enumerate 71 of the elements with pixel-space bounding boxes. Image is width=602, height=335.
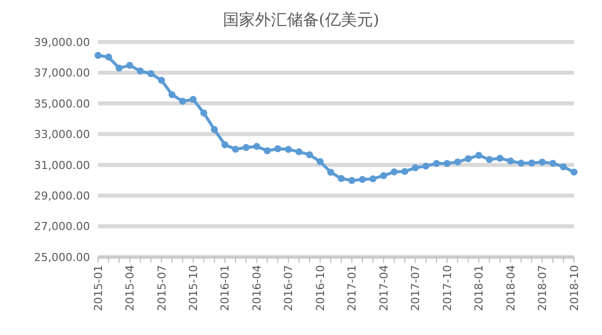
point — [570, 168, 578, 176]
chart-title: 国家外汇储备(亿美元) — [222, 9, 380, 31]
point — [348, 177, 356, 184]
point — [560, 163, 567, 170]
x-tick-label: 2015-01 — [92, 265, 105, 311]
point — [549, 160, 556, 167]
point — [464, 155, 472, 162]
x-tick-label: 2017-07 — [409, 265, 422, 311]
point — [253, 142, 260, 150]
point — [158, 76, 165, 84]
point — [105, 54, 112, 61]
x-tick-label: 2017-01 — [346, 265, 359, 311]
y-tick-label: 39,000.00 — [34, 36, 90, 49]
x-tick-label: 2018-04 — [504, 265, 518, 311]
point — [390, 168, 398, 176]
point — [422, 162, 430, 170]
y-tick-label: 27,000.00 — [34, 220, 90, 234]
point — [126, 62, 134, 69]
point — [370, 175, 377, 182]
x-tick-label: 2015-10 — [187, 265, 200, 311]
point — [147, 70, 154, 78]
point — [284, 146, 292, 153]
x-tick-label: 2018-01 — [472, 265, 486, 311]
point — [358, 176, 366, 183]
point — [401, 168, 408, 175]
point — [432, 160, 440, 167]
x-tick-label: 2016-01 — [218, 265, 232, 311]
point — [221, 141, 228, 148]
point — [190, 96, 197, 103]
point — [475, 152, 482, 159]
point — [168, 91, 176, 98]
y-tick-label: 29,000.00 — [34, 189, 90, 202]
x-tick-label: 2017-10 — [440, 265, 454, 311]
point — [179, 98, 186, 105]
point — [295, 148, 302, 156]
y-tick-label: 37,000.00 — [34, 66, 90, 80]
point — [264, 147, 271, 154]
x-tick-label: 2018-07 — [536, 265, 550, 311]
point — [528, 160, 536, 167]
point — [507, 158, 514, 165]
point — [274, 145, 282, 152]
x-tick-label: 2017-04 — [377, 265, 390, 311]
x-tick-label: 2016-07 — [282, 265, 296, 311]
x-tick-label: 2015-07 — [155, 265, 168, 311]
y-tick-label: 35,000.00 — [34, 97, 90, 110]
point — [454, 158, 462, 166]
point — [306, 151, 314, 158]
point — [316, 158, 324, 166]
point — [116, 64, 123, 72]
point — [136, 68, 144, 75]
point — [412, 164, 419, 172]
point — [338, 175, 345, 182]
y-tick-label: 31,000.00 — [34, 158, 90, 172]
point — [380, 172, 388, 180]
point — [94, 52, 102, 59]
x-tick-label: 2016-04 — [250, 265, 264, 311]
point — [444, 160, 451, 167]
y-tick-label: 33,000.00 — [34, 128, 90, 142]
x-tick-label: 2015-04 — [124, 265, 137, 311]
point — [518, 160, 525, 167]
x-tick-label: 2016-10 — [314, 265, 327, 311]
point — [486, 156, 493, 163]
point — [210, 126, 218, 134]
point — [496, 154, 504, 162]
point — [538, 158, 546, 166]
point — [200, 109, 208, 116]
point — [242, 144, 250, 152]
point — [327, 168, 334, 176]
point — [232, 146, 240, 153]
x-tick-label: 2018-10 — [568, 265, 581, 311]
y-tick-label: 25,000.00 — [34, 250, 90, 264]
